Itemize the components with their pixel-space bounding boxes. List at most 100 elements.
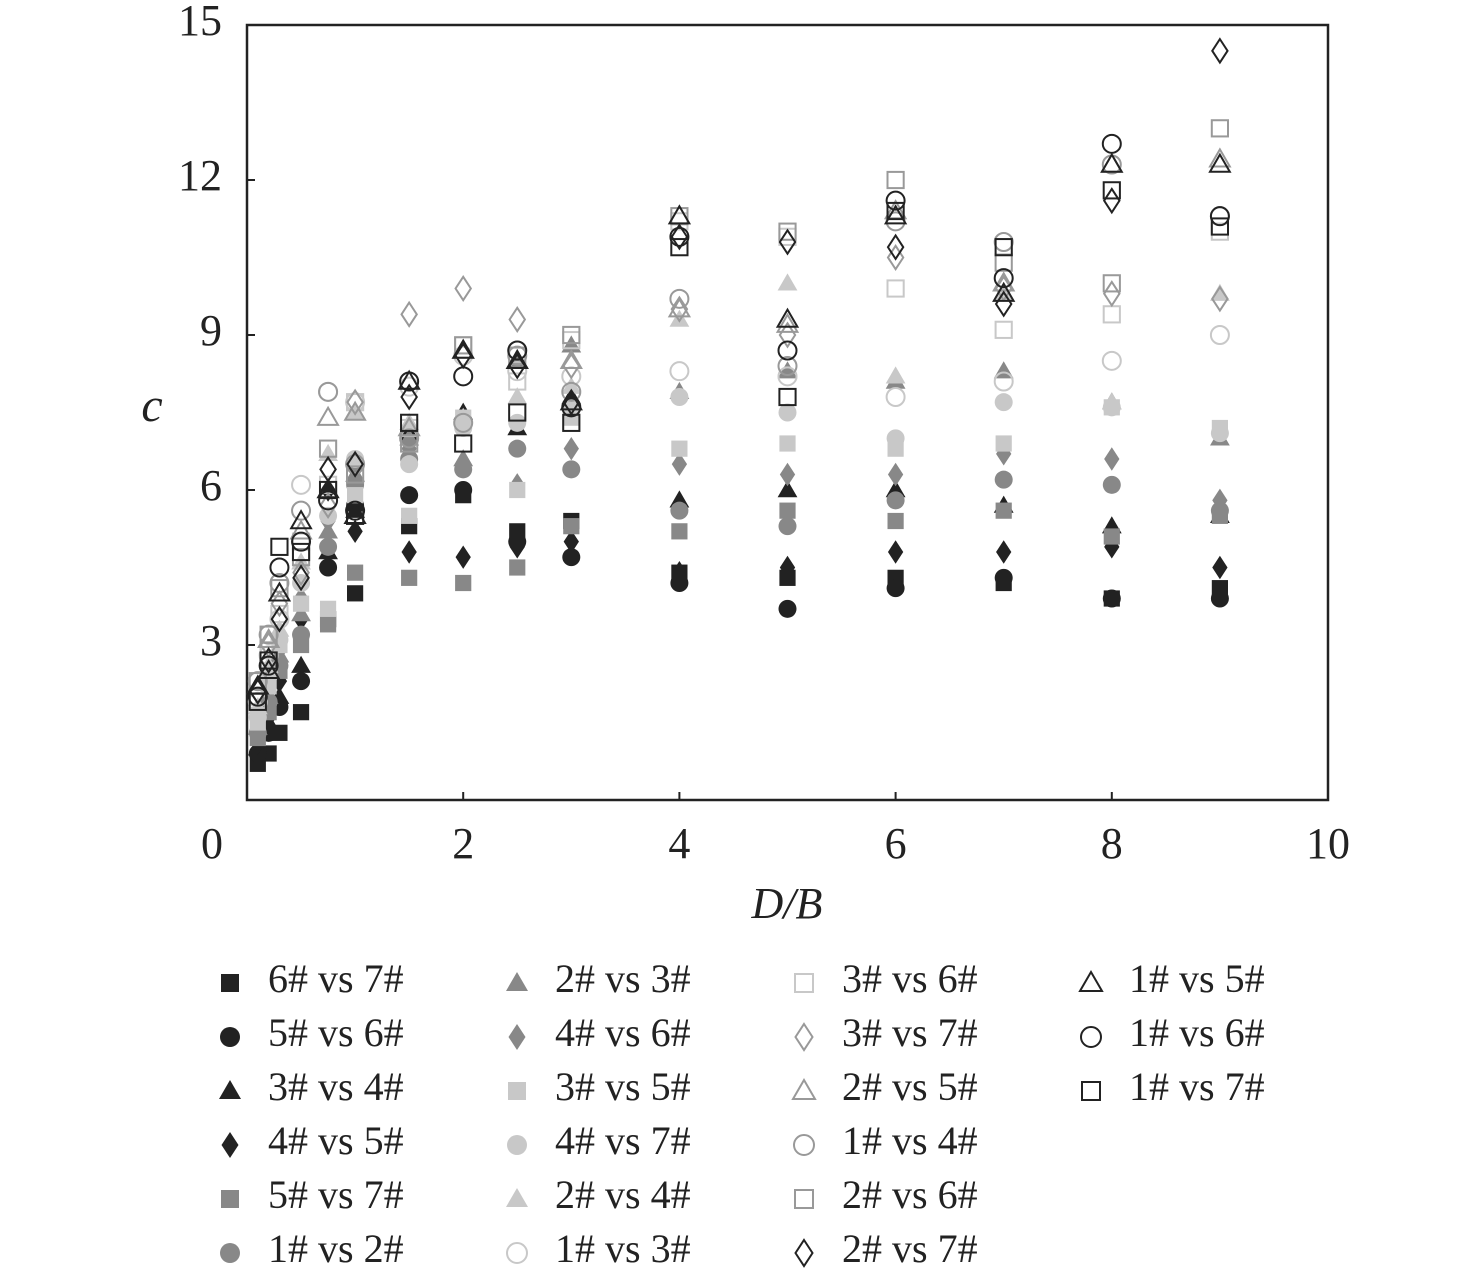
legend-marker — [794, 1189, 814, 1209]
point — [400, 413, 419, 432]
point — [248, 692, 267, 711]
legend-label: 4# vs 5# — [268, 1118, 404, 1163]
point — [670, 223, 689, 251]
point — [1212, 488, 1228, 513]
point — [1102, 280, 1121, 308]
point — [400, 455, 419, 474]
point — [291, 604, 311, 622]
legend-label: 3# vs 6# — [842, 956, 978, 1001]
point — [259, 625, 278, 644]
point — [562, 398, 581, 417]
point — [778, 387, 797, 407]
point — [509, 535, 525, 559]
point — [508, 372, 527, 391]
point — [779, 462, 796, 487]
point — [508, 439, 527, 458]
point — [319, 558, 338, 577]
point — [562, 352, 581, 380]
point — [670, 388, 689, 406]
point — [778, 222, 797, 241]
point — [775, 312, 800, 333]
legend-label: 1# vs 2# — [268, 1226, 404, 1271]
point — [667, 204, 692, 225]
point — [886, 429, 905, 448]
legend-label: 6# vs 7# — [268, 956, 404, 1001]
point — [1211, 37, 1229, 65]
y-tick-label: 15 — [178, 0, 222, 45]
point — [1102, 475, 1121, 494]
point — [316, 405, 340, 426]
point — [671, 560, 688, 585]
legend-marker — [220, 1027, 240, 1047]
point — [453, 407, 474, 425]
legend-marker — [221, 1190, 239, 1208]
legend-marker — [220, 1243, 240, 1263]
legend-marker — [506, 1242, 528, 1264]
point — [289, 509, 313, 530]
point — [885, 190, 906, 211]
point — [777, 356, 798, 376]
point — [993, 371, 1014, 392]
point — [401, 569, 418, 586]
point — [508, 305, 527, 334]
x-tick-label: 10 — [1306, 819, 1350, 868]
point — [779, 555, 796, 580]
legend-label: 2# vs 3# — [555, 956, 691, 1001]
legend-label: 1# vs 3# — [555, 1226, 691, 1271]
legend-marker — [1081, 1081, 1101, 1101]
point — [886, 201, 905, 221]
point — [509, 481, 526, 499]
point — [454, 481, 473, 499]
point — [400, 383, 418, 411]
point — [455, 545, 471, 569]
x-tick-label: 4 — [668, 819, 690, 868]
legend-label: 5# vs 7# — [268, 1172, 404, 1217]
point — [563, 436, 579, 461]
point — [270, 605, 289, 633]
point — [320, 478, 336, 502]
legend-label: 3# vs 4# — [268, 1064, 404, 1109]
point — [271, 669, 288, 693]
legend-label: 2# vs 7# — [842, 1226, 978, 1271]
point — [346, 450, 365, 468]
point — [269, 557, 290, 578]
point — [1103, 528, 1120, 545]
point — [507, 387, 528, 405]
point — [562, 548, 581, 567]
legend-marker — [508, 1024, 526, 1050]
point — [779, 435, 796, 452]
point — [319, 537, 338, 556]
point — [994, 393, 1013, 412]
point — [319, 491, 337, 520]
point — [289, 519, 313, 540]
point — [1101, 133, 1122, 154]
point — [562, 413, 581, 432]
point — [292, 559, 310, 587]
legend-marker — [508, 1082, 526, 1100]
point — [563, 518, 580, 535]
legend-marker — [791, 1078, 817, 1100]
point — [292, 564, 310, 592]
x-tick-label: 0 — [201, 819, 223, 868]
point — [270, 579, 289, 598]
point — [318, 480, 338, 500]
legend-marker — [1078, 970, 1104, 992]
point — [885, 366, 906, 384]
point — [270, 537, 289, 556]
point — [671, 440, 688, 457]
point — [291, 531, 312, 552]
point — [508, 413, 527, 432]
legend-marker — [793, 1134, 815, 1156]
point — [994, 568, 1013, 587]
legend-marker — [794, 973, 814, 993]
point — [400, 300, 418, 328]
point — [291, 655, 311, 673]
point — [669, 309, 690, 327]
legend-label: 1# vs 5# — [1129, 956, 1265, 1001]
y-axis-label: c — [141, 379, 162, 432]
point — [347, 585, 364, 602]
legend-label: 4# vs 6# — [555, 1010, 691, 1055]
point — [775, 307, 800, 328]
point — [1210, 589, 1229, 608]
